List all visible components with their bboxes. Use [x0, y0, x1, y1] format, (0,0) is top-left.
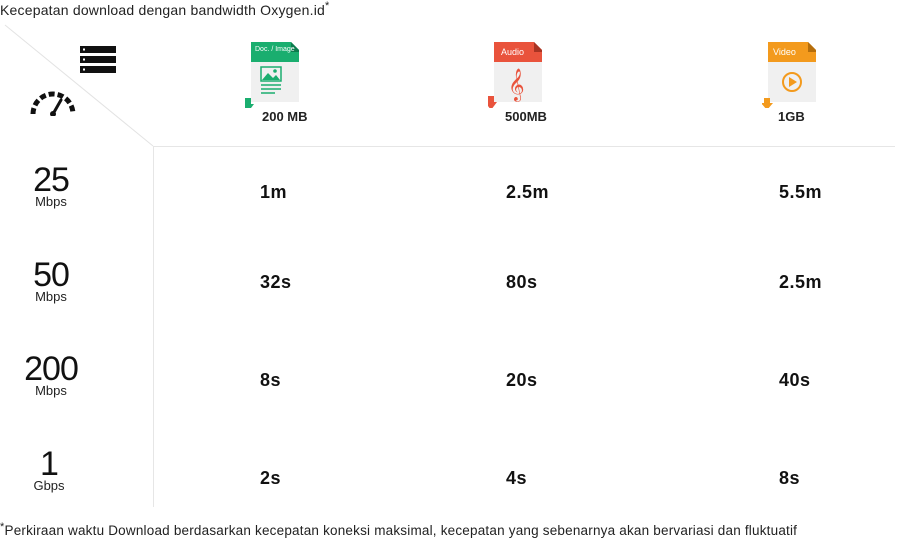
time-cell: 32s — [260, 272, 292, 292]
header-divider — [153, 146, 895, 147]
speedometer-icon — [30, 91, 76, 116]
time-cell: 80s — [506, 272, 538, 292]
time-cell: 8s — [260, 370, 282, 390]
title-asterisk: * — [325, 0, 330, 12]
video-file-icon: Video — [762, 42, 816, 108]
footnote-asterisk: * — [0, 521, 5, 533]
time-cell: 4s — [506, 468, 528, 488]
column-audio: 𝄞 Audio 500MB — [488, 42, 598, 132]
time-cell: 8s — [779, 468, 801, 488]
table-row: 1 Gbps 2s 4s 8s — [0, 447, 918, 507]
image-document-icon: Doc. / Image — [245, 42, 299, 108]
time-cell: 2.5m — [506, 182, 550, 202]
music-file-icon: 𝄞 Audio — [488, 42, 542, 108]
time-cell: 40s — [779, 370, 811, 390]
time-cell: 20s — [506, 370, 538, 390]
speed-label: 1 Gbps — [0, 447, 100, 492]
speed-label: 50 Mbps — [0, 258, 102, 303]
column-size-label: 1GB — [778, 109, 805, 124]
column-size-label: 500MB — [505, 109, 547, 124]
speed-unit: Mbps — [35, 194, 67, 209]
header-corner-divider — [4, 24, 154, 147]
server-icon — [80, 46, 116, 73]
video-badge: Video — [773, 47, 796, 57]
footnote-text: Perkiraan waktu Download berdasarkan kec… — [4, 523, 798, 538]
column-video: Video 1GB — [762, 42, 872, 132]
speed-value: 25 — [33, 161, 70, 199]
column-size-label: 200 MB — [262, 109, 308, 124]
speed-value: 50 — [33, 256, 70, 294]
time-cell: 2.5m — [779, 272, 823, 292]
svg-text:𝄞: 𝄞 — [508, 68, 525, 102]
page-title: Kecepatan download dengan bandwidth Oxyg… — [0, 0, 330, 18]
speed-label: 25 Mbps — [0, 163, 102, 208]
audio-badge: Audio — [501, 47, 524, 57]
table-row: 200 Mbps 8s 20s 40s — [0, 352, 918, 412]
table-row: 50 Mbps 32s 80s 2.5m — [0, 258, 918, 318]
speed-column-divider — [153, 147, 154, 507]
speed-label: 200 Mbps — [0, 352, 102, 397]
speed-unit: Mbps — [35, 289, 67, 304]
time-cell: 1m — [260, 182, 288, 202]
title-text: Kecepatan download dengan bandwidth Oxyg… — [0, 2, 326, 18]
speed-unit: Gbps — [33, 478, 65, 493]
speed-value: 1 — [40, 445, 59, 483]
speed-value: 200 — [24, 350, 79, 388]
time-cell: 2s — [260, 468, 282, 488]
time-cell: 5.5m — [779, 182, 823, 202]
table-row: 25 Mbps 1m 2.5m 5.5m — [0, 163, 918, 223]
footnote: *Perkiraan waktu Download berdasarkan ke… — [0, 521, 798, 538]
column-doc-image: Doc. / Image 200 MB — [245, 42, 355, 132]
speed-unit: Mbps — [35, 383, 67, 398]
doc-badge: Doc. / Image — [255, 46, 295, 53]
